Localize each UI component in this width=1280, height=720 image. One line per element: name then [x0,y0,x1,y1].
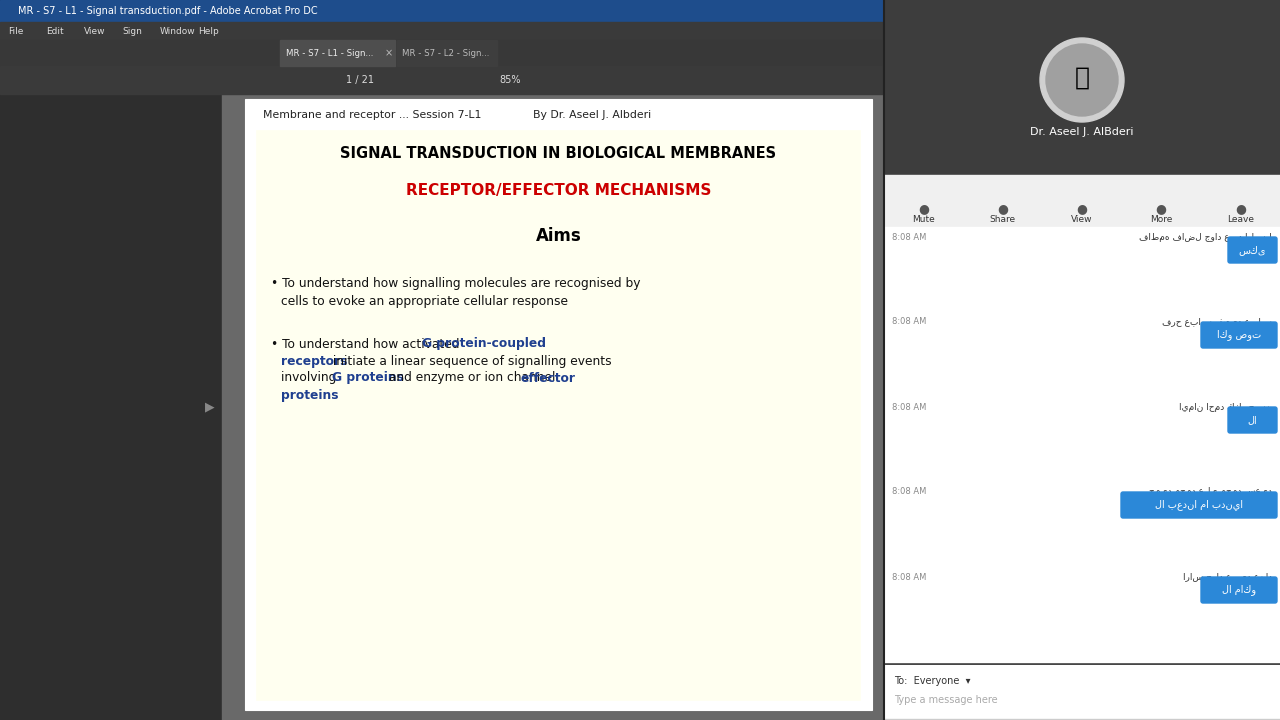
Text: G protein-coupled: G protein-coupled [422,338,547,351]
Text: Window: Window [160,27,196,35]
Text: View: View [1071,215,1093,225]
Text: Edit: Edit [46,27,64,35]
Text: فاطمه فاضل جواد عبد الرضا: فاطمه فاضل جواد عبد الرضا [1139,233,1272,241]
FancyBboxPatch shape [1228,407,1277,433]
Bar [0,94,221,720]
Text: initiate a linear sequence of signalling events: initiate a linear sequence of signalling… [329,354,612,367]
Text: Aims: Aims [535,227,581,245]
Bar [257,131,860,700]
Bar [244,99,872,710]
Bar [884,719,1280,720]
Text: More: More [1149,215,1172,225]
Text: لا ماكو: لا ماكو [1222,585,1256,595]
Bar [884,665,1280,720]
Bar [884,175,1280,227]
Text: To:  Everyone  ▾: To: Everyone ▾ [893,676,970,686]
Text: ●: ● [918,202,929,215]
Text: By Dr. Aseel J. Albderi: By Dr. Aseel J. Albderi [532,110,652,120]
Text: Help: Help [198,27,219,35]
Circle shape [1039,38,1124,122]
Text: effector: effector [521,372,576,384]
Text: 8:08 AM: 8:08 AM [892,487,927,497]
Text: Dr. Aseel J. AlBderi: Dr. Aseel J. AlBderi [1030,127,1134,137]
Text: لا بعدنا ما بدنيا: لا بعدنا ما بدنيا [1155,500,1243,510]
Bar [280,40,396,66]
Text: ×: × [385,48,393,58]
FancyBboxPatch shape [1121,492,1277,518]
Text: 8:08 AM: 8:08 AM [892,233,927,241]
Bar [884,0,1280,175]
Text: 🎧: 🎧 [1074,66,1089,90]
Text: RECEPTOR/EFFECTOR MECHANISMS: RECEPTOR/EFFECTOR MECHANISMS [406,184,712,199]
Text: 8:08 AM: 8:08 AM [892,402,927,412]
Text: Mute: Mute [913,215,934,225]
Text: اراس جواد عبيد عناد: اراس جواد عبيد عناد [1183,572,1272,582]
Text: proteins: proteins [282,389,338,402]
Text: Leave: Leave [1228,215,1254,225]
Bar [221,94,884,720]
Text: ●: ● [997,202,1009,215]
Text: SIGNAL TRANSDUCTION IN BIOLOGICAL MEMBRANES: SIGNAL TRANSDUCTION IN BIOLOGICAL MEMBRA… [340,145,777,161]
Text: receptors: receptors [282,354,347,367]
Text: File: File [8,27,23,35]
Bar [0,0,1280,22]
Bar [0,40,884,66]
Text: فرح عباس شهيد عباس: فرح عباس شهيد عباس [1162,318,1272,326]
Text: 85%: 85% [499,75,521,85]
FancyBboxPatch shape [1201,577,1277,603]
Text: ▶: ▶ [205,400,215,413]
Text: MR - S7 - L1 - Signal transduction.pdf - Adobe Acrobat Pro DC: MR - S7 - L1 - Signal transduction.pdf -… [18,6,317,16]
Text: G proteins: G proteins [332,372,403,384]
Text: View: View [84,27,105,35]
Bar [397,40,497,66]
Text: cells to evoke an appropriate cellular response: cells to evoke an appropriate cellular r… [282,294,568,307]
Bar [0,66,884,94]
Text: ●: ● [1156,202,1166,215]
Text: involving: involving [282,372,340,384]
Text: Membrane and receptor ... Session 7-L1: Membrane and receptor ... Session 7-L1 [262,110,481,120]
Bar [0,22,884,40]
Text: Sign: Sign [122,27,142,35]
Text: and enzyme or ion channel: and enzyme or ion channel [384,372,559,384]
Text: اكو صوت: اكو صوت [1217,330,1261,341]
Bar [884,227,1280,662]
Text: Share: Share [989,215,1016,225]
Text: 8:08 AM: 8:08 AM [892,318,927,326]
Text: ●: ● [1076,202,1088,215]
Text: حميد محمد علي محمد سعيد: حميد محمد علي محمد سعيد [1149,487,1272,497]
Text: • To understand how signalling molecules are recognised by: • To understand how signalling molecules… [271,277,640,290]
Circle shape [1046,44,1117,116]
FancyBboxPatch shape [1228,237,1277,263]
Text: MR - S7 - L2 - Sign...: MR - S7 - L2 - Sign... [402,48,489,58]
Text: • To understand how activated: • To understand how activated [271,338,463,351]
FancyBboxPatch shape [1201,322,1277,348]
Bar [884,0,1280,720]
Text: سكى: سكى [1239,245,1266,255]
Text: 8:08 AM: 8:08 AM [892,572,927,582]
Text: لا: لا [1248,415,1257,425]
Text: MR - S7 - L1 - Sign...: MR - S7 - L1 - Sign... [285,48,374,58]
Text: ●: ● [1235,202,1245,215]
Text: ايمان احمد كزار حسن: ايمان احمد كزار حسن [1179,402,1272,412]
Text: 1 / 21: 1 / 21 [346,75,374,85]
Text: Type a message here: Type a message here [893,695,997,705]
